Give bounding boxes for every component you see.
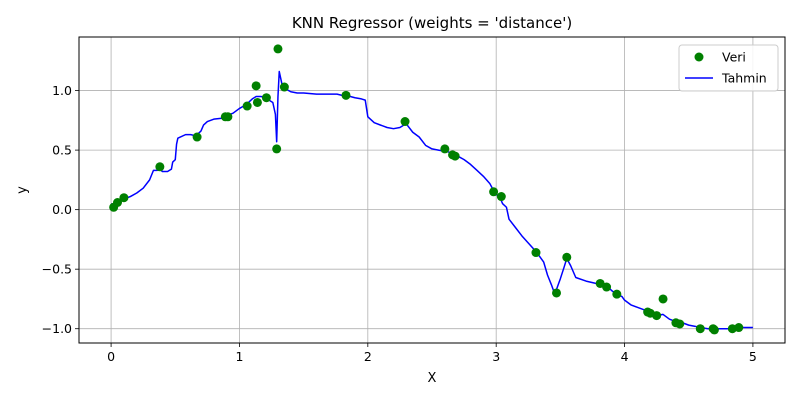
y-axis-label: y <box>15 186 30 194</box>
data-point <box>612 289 622 299</box>
data-point <box>192 132 202 142</box>
y-tick-label: −1.0 <box>42 321 72 336</box>
chart-title: KNN Regressor (weights = 'distance') <box>292 14 572 32</box>
data-point <box>496 192 506 202</box>
data-point <box>440 144 450 154</box>
y-tick-label: 0.5 <box>52 143 72 158</box>
x-tick-label: 0 <box>107 349 115 364</box>
data-point <box>119 193 129 203</box>
legend-box <box>678 44 779 92</box>
x-tick-label: 2 <box>364 349 372 364</box>
legend: Veri Tahmin <box>678 44 779 92</box>
data-point <box>602 282 612 292</box>
data-point <box>113 198 123 208</box>
data-point <box>695 324 705 334</box>
data-point <box>531 248 541 258</box>
data-point <box>252 97 262 107</box>
y-ticks: −1.0 −0.5 0.0 0.5 1.0 <box>42 83 79 336</box>
data-point <box>562 252 572 262</box>
x-tick-label: 5 <box>749 349 757 364</box>
plot-area <box>79 37 785 343</box>
data-point <box>155 162 165 172</box>
legend-label-veri: Veri <box>722 50 746 65</box>
y-tick-label: 0.0 <box>52 202 72 217</box>
plot-frame <box>78 36 786 344</box>
data-point <box>450 151 460 161</box>
data-point <box>261 93 271 103</box>
data-point <box>223 112 233 122</box>
data-point <box>242 101 252 111</box>
x-ticks: 0 1 2 3 4 5 <box>107 343 757 364</box>
data-point <box>341 90 351 100</box>
data-point <box>489 187 499 197</box>
y-tick-label: −0.5 <box>42 262 72 277</box>
x-tick-label: 1 <box>235 349 243 364</box>
data-point <box>400 117 410 127</box>
y-tick-label: 1.0 <box>52 83 72 98</box>
x-axis-label: X <box>428 371 437 386</box>
data-point <box>273 44 283 54</box>
data-point <box>272 144 282 154</box>
data-point <box>552 288 562 298</box>
x-tick-label: 3 <box>492 349 500 364</box>
data-point <box>734 323 744 333</box>
data-point <box>709 325 719 335</box>
data-point <box>675 319 685 329</box>
legend-label-tahmin: Tahmin <box>721 71 767 86</box>
data-point <box>251 81 261 91</box>
data-point <box>658 294 668 304</box>
legend-marker-veri <box>694 52 704 62</box>
data-point <box>279 82 289 92</box>
data-points-layer <box>109 44 744 335</box>
data-point <box>652 311 662 321</box>
x-tick-label: 4 <box>621 349 629 364</box>
